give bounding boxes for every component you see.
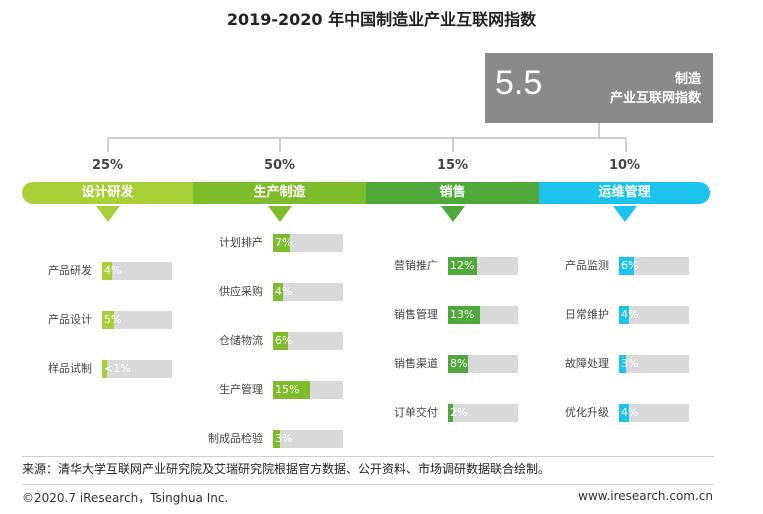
item-bar-fill (273, 234, 290, 252)
item-bar: 6% (273, 332, 343, 350)
stage-band: 生产制造 (193, 182, 366, 204)
index-label-line1: 制造 (674, 72, 701, 87)
item-value: 6% (275, 334, 293, 347)
item-bar-fill (619, 404, 629, 422)
index-label-line2: 产业互联网指数 (609, 91, 701, 106)
item-value: 7% (275, 236, 293, 249)
item-bar-fill (448, 306, 480, 324)
item-label: 销售管理 (394, 308, 438, 321)
stage-band: 运维管理 (539, 182, 710, 204)
item-value: 4% (621, 308, 639, 321)
item-bar: 5% (102, 311, 172, 329)
stage-weight: 15% (436, 158, 469, 173)
chart-title: 2019-2020 年中国制造业产业互联网指数 (226, 10, 537, 29)
item-label: 生产管理 (219, 383, 263, 396)
stage-band: 设计研发 (22, 182, 193, 204)
item-value: 4% (275, 285, 293, 298)
item-bar-fill (273, 430, 280, 448)
item-label: 产品监测 (565, 259, 609, 272)
item-bar: 4% (102, 262, 172, 280)
stage-weight: 50% (263, 158, 296, 173)
item-label: 日常维护 (565, 308, 609, 321)
divider-top (22, 456, 714, 457)
item-label: 营销推广 (394, 259, 438, 272)
divider-bottom (22, 484, 714, 485)
item-label: 订单交付 (394, 406, 438, 419)
item-bar: 4% (273, 283, 343, 301)
item-label: 优化升级 (565, 406, 609, 419)
item-bar: 3% (619, 355, 689, 373)
item-bar: 2% (448, 404, 518, 422)
item-bar-fill (448, 404, 453, 422)
stage-pointer (440, 206, 465, 222)
item-label: 样品试制 (48, 362, 92, 375)
item-bar-fill (102, 262, 112, 280)
stage-pointer (267, 206, 292, 222)
item-bar-fill (448, 355, 468, 373)
item-bar-fill (619, 257, 634, 275)
item-value: 12% (450, 259, 475, 272)
item-bar: <1% (102, 360, 172, 378)
item-label: 计划排产 (219, 236, 263, 249)
item-bar-fill (273, 332, 288, 350)
item-value: <1% (104, 362, 131, 375)
item-bar-fill (448, 257, 477, 275)
item-value: 4% (621, 406, 639, 419)
item-value: 4% (104, 264, 122, 277)
item-bar-fill (619, 355, 626, 373)
item-label: 产品设计 (48, 313, 92, 326)
item-bar-fill (273, 283, 283, 301)
index-value: 5.5 (495, 64, 543, 102)
item-value: 3% (621, 357, 639, 370)
item-bar-fill (619, 306, 629, 324)
item-label: 产品研发 (48, 264, 92, 277)
source-note: 来源：清华大学互联网产业研究院及艾瑞研究院根据官方数据、公开资料、市场调研数据联… (22, 462, 551, 476)
item-label: 故障处理 (565, 357, 609, 370)
index-label: 制造 产业互联网指数 (610, 70, 701, 108)
stage-weight: 25% (91, 158, 124, 173)
stage-pointer (612, 206, 637, 222)
item-bar: 12% (448, 257, 518, 275)
item-bar: 4% (619, 404, 689, 422)
item-value: 2% (450, 406, 468, 419)
item-value: 13% (450, 308, 475, 321)
item-label: 制成品检验 (208, 432, 263, 445)
item-bar-fill (102, 360, 107, 378)
stage-pointer (95, 206, 120, 222)
item-label: 供应采购 (219, 285, 263, 298)
item-bar: 4% (619, 306, 689, 324)
item-value: 3% (275, 432, 293, 445)
item-bar: 7% (273, 234, 343, 252)
item-value: 5% (104, 313, 122, 326)
website: www.iresearch.com.cn (578, 489, 713, 503)
stage-band: 销售 (366, 182, 539, 204)
item-value: 8% (450, 357, 468, 370)
item-value: 6% (621, 259, 639, 272)
item-bar-fill (102, 311, 114, 329)
item-bar: 8% (448, 355, 518, 373)
copyright: ©2020.7 iResearch，Tsinghua Inc. (22, 491, 229, 505)
item-bar: 3% (273, 430, 343, 448)
stage-weight: 10% (608, 158, 641, 173)
item-label: 销售渠道 (394, 357, 438, 370)
item-bar: 15% (273, 381, 343, 399)
item-label: 仓储物流 (219, 334, 263, 347)
item-value: 15% (275, 383, 300, 396)
item-bar-fill (273, 381, 310, 399)
index-box (485, 53, 713, 123)
item-bar: 13% (448, 306, 518, 324)
item-bar: 6% (619, 257, 689, 275)
